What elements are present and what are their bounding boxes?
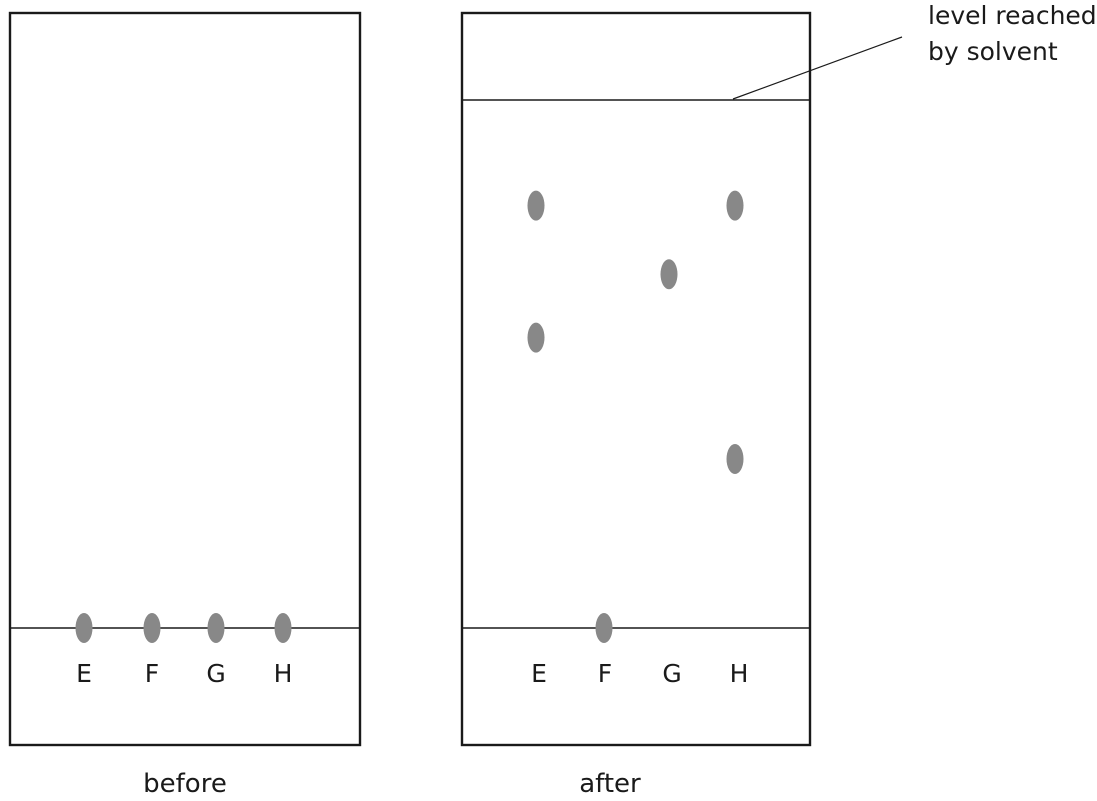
before-spot-f (143, 613, 161, 643)
after-caption: after (579, 769, 641, 799)
after-spot-h-2 (726, 444, 744, 475)
before-lane-label-g: G (206, 659, 225, 688)
before-lane-label-h: H (274, 659, 293, 688)
before-panel: E F G H before (8, 11, 362, 799)
after-paper (460, 11, 812, 747)
after-spot-e-1 (527, 190, 545, 221)
after-panel: E F G H after (460, 11, 903, 799)
solvent-front-annotation: level reached by solvent (928, 1, 1097, 66)
after-spot-h-1 (726, 190, 744, 221)
after-lane-label-h: H (730, 659, 749, 688)
after-spot-e-2 (527, 322, 545, 353)
before-spot-h (274, 613, 292, 643)
solvent-front-leader-line (732, 36, 903, 100)
after-lane-label-g: G (662, 659, 681, 688)
before-lane-label-f: F (145, 659, 159, 688)
solvent-front-label-line2: by solvent (928, 37, 1058, 66)
after-spot-f-1 (595, 613, 613, 643)
before-spots (75, 613, 292, 643)
after-spots (527, 190, 744, 643)
before-caption: before (143, 769, 227, 799)
before-paper (8, 11, 362, 747)
after-lane-label-f: F (598, 659, 612, 688)
after-lane-label-e: E (531, 659, 547, 688)
solvent-front-label-line1: level reached (928, 1, 1097, 30)
before-lane-label-e: E (76, 659, 92, 688)
before-spot-g (207, 613, 225, 643)
after-spot-g-1 (660, 259, 678, 290)
before-spot-e (75, 613, 93, 643)
